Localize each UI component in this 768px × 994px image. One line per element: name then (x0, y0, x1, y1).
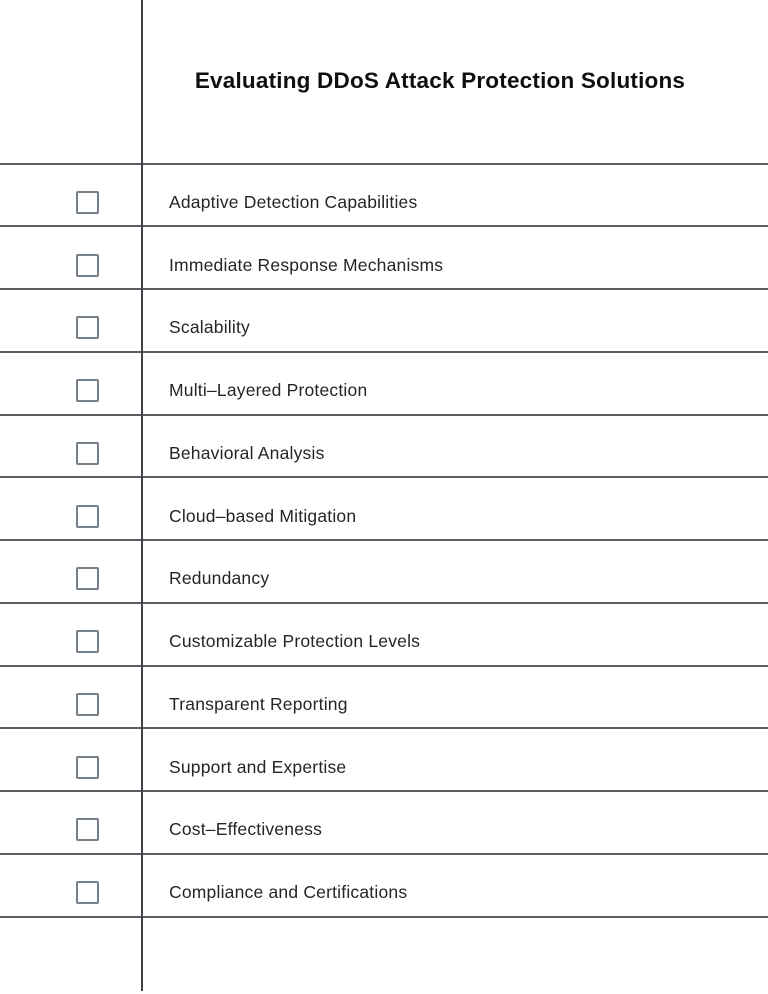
checkbox[interactable] (76, 253, 99, 277)
label-cell: Immediate Response Mechanisms (142, 255, 443, 276)
checkbox-cell (0, 567, 142, 591)
checkbox-cell (0, 441, 142, 465)
header: Evaluating DDoS Attack Protection Soluti… (0, 0, 768, 165)
checkbox[interactable] (76, 190, 99, 214)
checklist-item-label: Cloud–based Mitigation (169, 505, 357, 526)
checkbox[interactable] (76, 441, 99, 465)
checkbox[interactable] (76, 692, 99, 716)
checkbox-cell (0, 881, 142, 905)
checklist-row: Redundancy (0, 541, 768, 604)
label-cell: Redundancy (142, 568, 269, 589)
label-cell: Customizable Protection Levels (142, 631, 420, 652)
label-cell: Adaptive Detection Capabilities (142, 192, 417, 213)
checklist-row: Compliance and Certifications (0, 855, 768, 918)
checklist-item-label: Cost–Effectiveness (169, 819, 323, 840)
checklist-item-label: Scalability (169, 317, 250, 338)
checkbox-cell (0, 316, 142, 340)
checkbox-cell (0, 630, 142, 654)
checklist-row: Cloud–based Mitigation (0, 478, 768, 541)
checkbox[interactable] (76, 567, 99, 591)
checklist-item-label: Compliance and Certifications (169, 882, 408, 903)
checkbox[interactable] (76, 881, 99, 905)
checklist-row: Adaptive Detection Capabilities (0, 165, 768, 228)
checklist-item-label: Customizable Protection Levels (169, 631, 421, 652)
label-cell: Compliance and Certifications (142, 882, 407, 903)
checkbox-cell (0, 504, 142, 528)
label-cell: Scalability (142, 317, 250, 338)
checkbox-cell (0, 818, 142, 842)
checklist-item-label: Behavioral Analysis (169, 442, 325, 463)
checklist-item-label: Support and Expertise (169, 756, 347, 777)
column-divider (141, 0, 143, 991)
checklist-row: Support and Expertise (0, 729, 768, 792)
label-cell: Cost–Effectiveness (142, 819, 322, 840)
checkbox-cell (0, 755, 142, 779)
checklist-item-label: Adaptive Detection Capabilities (169, 191, 418, 212)
checkbox[interactable] (76, 818, 99, 842)
label-cell: Behavioral Analysis (142, 443, 325, 464)
checklist-row: Customizable Protection Levels (0, 604, 768, 667)
checklist-item-label: Transparent Reporting (169, 693, 348, 714)
label-cell: Support and Expertise (142, 757, 346, 778)
checkbox-cell (0, 253, 142, 277)
checkbox-cell (0, 379, 142, 403)
checkbox-cell (0, 190, 142, 214)
checklist-item-label: Immediate Response Mechanisms (169, 254, 444, 275)
checkbox[interactable] (76, 755, 99, 779)
checklist: Adaptive Detection Capabilities Immediat… (0, 165, 768, 918)
checklist-row: Scalability (0, 290, 768, 353)
checklist-row: Immediate Response Mechanisms (0, 227, 768, 290)
checklist-row: Cost–Effectiveness (0, 792, 768, 855)
label-cell: Transparent Reporting (142, 694, 348, 715)
checklist-row: Transparent Reporting (0, 667, 768, 730)
checkbox[interactable] (76, 630, 99, 654)
page-title: Evaluating DDoS Attack Protection Soluti… (194, 68, 686, 94)
checkbox-cell (0, 692, 142, 716)
checklist-item-label: Multi–Layered Protection (169, 380, 368, 401)
label-cell: Cloud–based Mitigation (142, 506, 356, 527)
checklist-row: Behavioral Analysis (0, 416, 768, 479)
checkbox[interactable] (76, 504, 99, 528)
checkbox[interactable] (76, 379, 99, 403)
label-cell: Multi–Layered Protection (142, 380, 367, 401)
checklist-row: Multi–Layered Protection (0, 353, 768, 416)
checkbox[interactable] (76, 316, 99, 340)
checklist-item-label: Redundancy (169, 568, 270, 589)
